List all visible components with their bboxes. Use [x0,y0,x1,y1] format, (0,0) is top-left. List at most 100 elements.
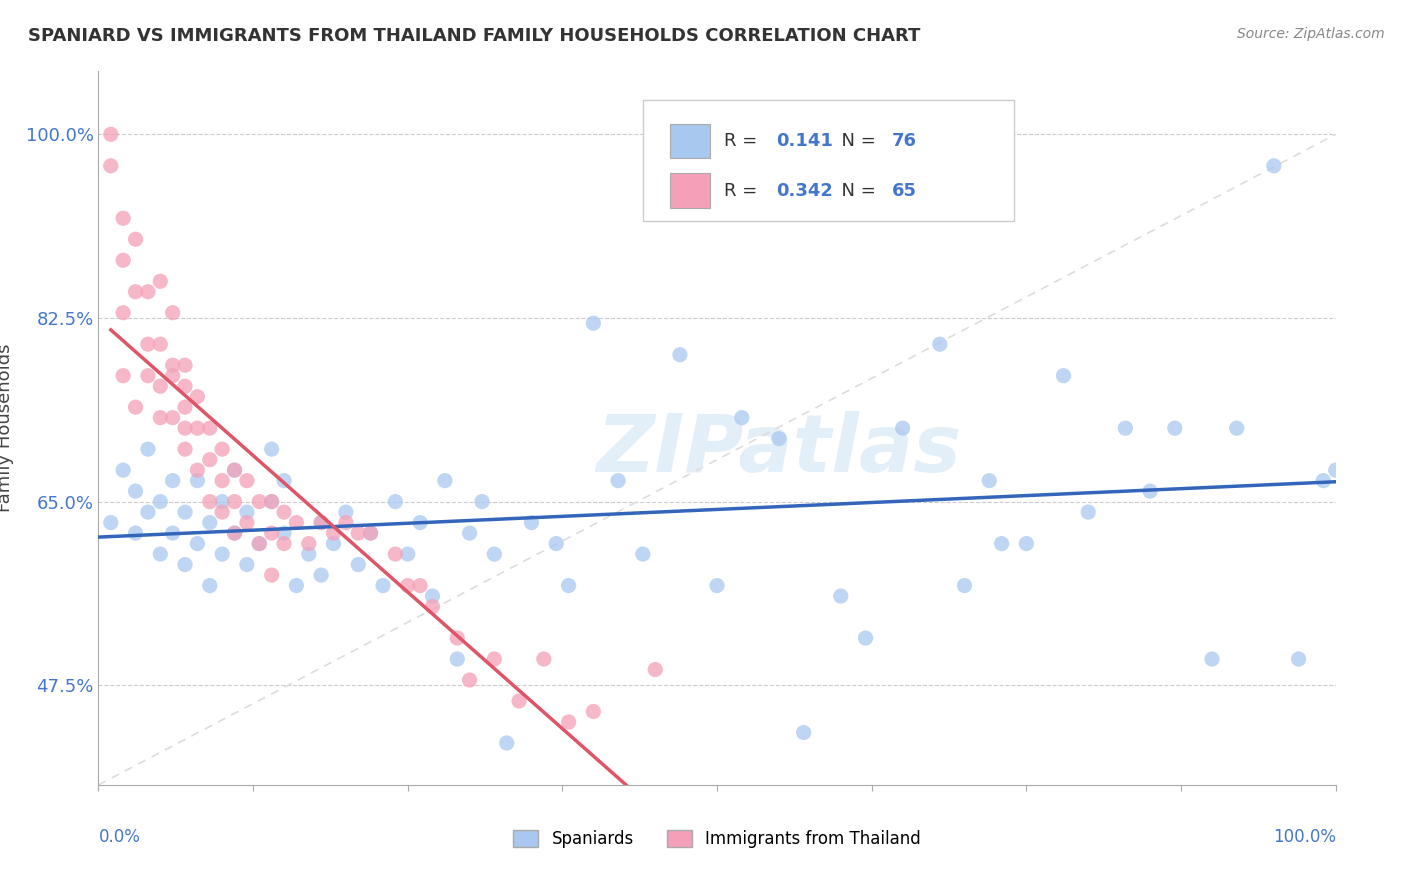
Point [136,337,159,351]
Point [260,568,283,582]
Y-axis label: Family Households: Family Households [0,344,14,512]
Point [124,400,146,414]
Point [557,714,579,729]
Point [174,442,197,457]
Point [124,285,146,299]
Point [136,442,159,457]
Point [149,494,172,508]
Point [174,558,197,572]
Point [830,589,852,603]
Point [384,494,406,508]
Point [484,652,506,666]
Text: ZIPatlas: ZIPatlas [596,410,962,489]
Text: N =: N = [830,132,882,150]
Point [236,516,259,530]
Point [409,578,432,592]
Point [260,442,283,457]
Point [458,673,481,687]
Point [1114,421,1136,435]
Point [335,516,357,530]
Point [360,526,382,541]
Point [371,578,394,592]
Point [1077,505,1099,519]
Point [335,505,357,519]
Point [260,526,283,541]
Point [198,516,221,530]
Point [298,547,321,561]
Point [224,526,246,541]
Point [533,652,555,666]
Point [162,306,184,320]
Point [484,547,506,561]
Point [162,526,184,541]
Point [309,568,332,582]
Point [174,400,197,414]
Point [260,494,283,508]
Point [124,526,146,541]
Point [247,536,270,550]
Point [162,474,184,488]
Point [174,505,197,519]
Point [928,337,950,351]
Point [309,516,332,530]
Text: SPANIARD VS IMMIGRANTS FROM THAILAND FAMILY HOUSEHOLDS CORRELATION CHART: SPANIARD VS IMMIGRANTS FROM THAILAND FAM… [28,27,921,45]
Text: 100.0%: 100.0% [1272,828,1336,846]
Point [1288,652,1310,666]
Point [1312,474,1334,488]
Point [149,379,172,393]
Point [112,253,135,268]
Point [979,474,1001,488]
Point [309,516,332,530]
Point [273,536,295,550]
Point [198,452,221,467]
Point [458,526,481,541]
Point [768,432,790,446]
Point [644,663,666,677]
Point [793,725,815,739]
Text: 65: 65 [891,182,917,200]
Point [347,558,370,572]
Point [186,390,208,404]
Point [124,484,146,499]
Point [1164,421,1187,435]
Point [273,474,295,488]
Point [273,526,295,541]
Point [1263,159,1285,173]
Point [546,536,568,550]
Point [224,526,246,541]
Point [582,316,605,330]
Point [322,536,344,550]
Point [198,494,221,508]
Point [247,494,270,508]
Point [112,368,135,383]
Point [1324,463,1347,477]
Point [495,736,517,750]
Point [211,547,233,561]
Point [953,578,976,592]
Point [211,494,233,508]
Point [855,631,877,645]
Text: 0.141: 0.141 [776,132,834,150]
Point [990,536,1012,550]
Point [298,536,321,550]
Point [347,526,370,541]
Point [1139,484,1161,499]
Point [285,578,308,592]
Point [396,547,419,561]
Point [174,379,197,393]
Point [100,516,122,530]
Point [162,368,184,383]
Point [186,463,208,477]
Point [149,410,172,425]
Point [186,536,208,550]
Text: 76: 76 [891,132,917,150]
Text: Source: ZipAtlas.com: Source: ZipAtlas.com [1237,27,1385,41]
Point [360,526,382,541]
Point [186,474,208,488]
Point [112,463,135,477]
Point [198,578,221,592]
Point [136,368,159,383]
Text: 0.342: 0.342 [776,182,834,200]
Point [186,421,208,435]
Text: N =: N = [830,182,882,200]
